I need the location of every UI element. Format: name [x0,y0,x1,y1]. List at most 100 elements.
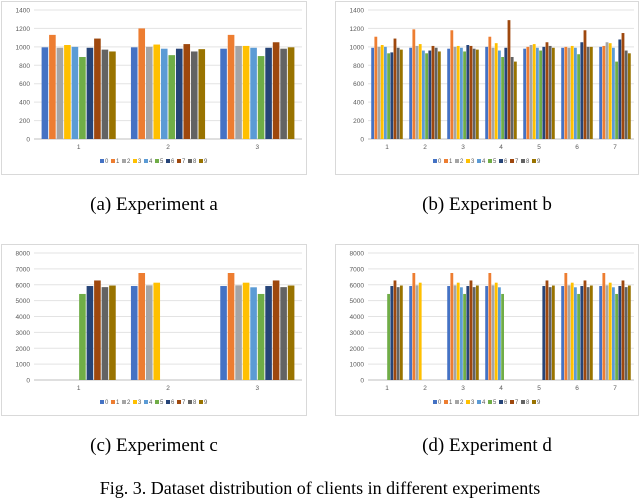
chart-panel-b: 0 200 400 600 800 1000 1200 1400 1 2 3 4 5 6 7 0 1 2 3 4 5 6 7… [335,1,639,175]
bar [567,47,571,139]
bar [580,286,584,380]
bar [573,287,577,380]
y-tick-label: 800 [19,63,30,70]
bar [472,287,476,380]
legend-label: 6 [504,400,508,406]
bar [485,286,489,380]
x-tick-label: 2 [166,385,170,392]
legend-swatch [155,159,159,163]
bar [86,286,94,380]
legend-swatch [488,159,492,163]
bar [94,38,101,139]
bar [145,46,153,139]
y-tick-label: 1400 [16,8,31,15]
chart-d-svg: 0 1000 2000 3000 4000 5000 6000 7000 8000 1 2 3 4 5 6 7… [350,251,634,406]
legend-swatch [166,159,170,163]
x-tick-label: 4 [499,385,503,392]
bar [183,44,191,139]
x-tick-label: 7 [613,385,617,392]
bar [494,43,498,139]
bar [198,49,206,139]
bar [109,51,116,139]
bar [41,47,49,139]
legend-swatch [100,400,104,404]
bar [564,273,568,380]
y-tick-label: 400 [353,100,364,107]
x-tick-label: 2 [423,385,427,392]
bar [409,47,413,139]
legend-label: 1 [449,159,453,165]
y-tick-label: 2000 [16,346,31,353]
bar [602,45,606,139]
legend-label: 4 [482,400,486,406]
bar [71,46,79,139]
bar [371,47,375,139]
y-tick-label: 1000 [350,44,365,51]
legend-label: 2 [460,400,464,406]
bar [605,285,609,380]
bar [532,44,536,139]
bar [383,46,387,139]
bar [412,273,416,380]
bar [586,287,590,380]
bar [501,56,505,139]
bar [250,47,257,139]
legend-label: 1 [116,400,120,406]
x-tick-label: 5 [537,144,541,151]
legend-swatch [521,400,525,404]
figure-caption: Fig. 3. Dataset distribution of clients … [99,478,541,498]
bar [611,287,615,380]
bar [86,47,94,139]
legend-swatch [477,159,481,163]
bar [393,280,397,380]
x-tick-label: 1 [385,385,389,392]
chart-panel-a: 0 200 400 600 800 1000 1200 1400 1 2 3 0 1 2 3 4 5 6 7 8 9 [1,1,307,175]
bar [235,45,242,139]
legend-label: 7 [182,400,186,406]
legend-swatch [433,159,437,163]
x-tick-label: 7 [613,144,617,151]
bar [627,53,631,139]
bar [551,47,555,139]
y-tick-label: 200 [353,118,364,125]
y-tick-label: 600 [353,81,364,88]
bar [153,44,161,139]
bar [387,53,391,139]
legend-label: 4 [482,159,486,165]
chart-panel-c: 0 1000 2000 3000 4000 5000 6000 7000 8000 1 2 3 0 1 2 3… [1,244,307,416]
bar [431,45,435,139]
bar [599,46,603,139]
x-tick-label: 3 [256,385,260,392]
y-tick-label: 7000 [350,266,365,273]
y-tick-label: 5000 [350,298,365,305]
bar [535,47,539,139]
x-tick-label: 3 [256,144,260,151]
bar [280,48,287,140]
legend-label: 9 [204,400,208,406]
bar [428,50,432,139]
chart-a-svg: 0 200 400 600 800 1000 1200 1400 1 2 3 0 1 2 3 4 5 6 7 8 9 [16,8,302,165]
bar [387,293,391,380]
bar [418,282,422,380]
bar [488,36,492,139]
legend-swatch [100,159,104,163]
legend-label: 9 [204,159,208,165]
bar [504,47,508,139]
y-tick-label: 1200 [350,26,365,33]
bar [145,285,153,380]
legend-swatch [532,400,536,404]
y-tick-label: 1000 [350,362,365,369]
legend-label: 7 [515,400,519,406]
legend-label: 6 [171,159,175,165]
legend-label: 1 [449,400,453,406]
legend-label: 5 [160,400,164,406]
bar [491,285,495,380]
bar [523,48,527,140]
bar [257,56,265,140]
legend-swatch [122,159,126,163]
bar [175,48,183,140]
bar [589,285,593,380]
legend-swatch [111,159,115,163]
y-tick-label: 6000 [16,282,31,289]
y-tick-label: 8000 [16,251,31,258]
